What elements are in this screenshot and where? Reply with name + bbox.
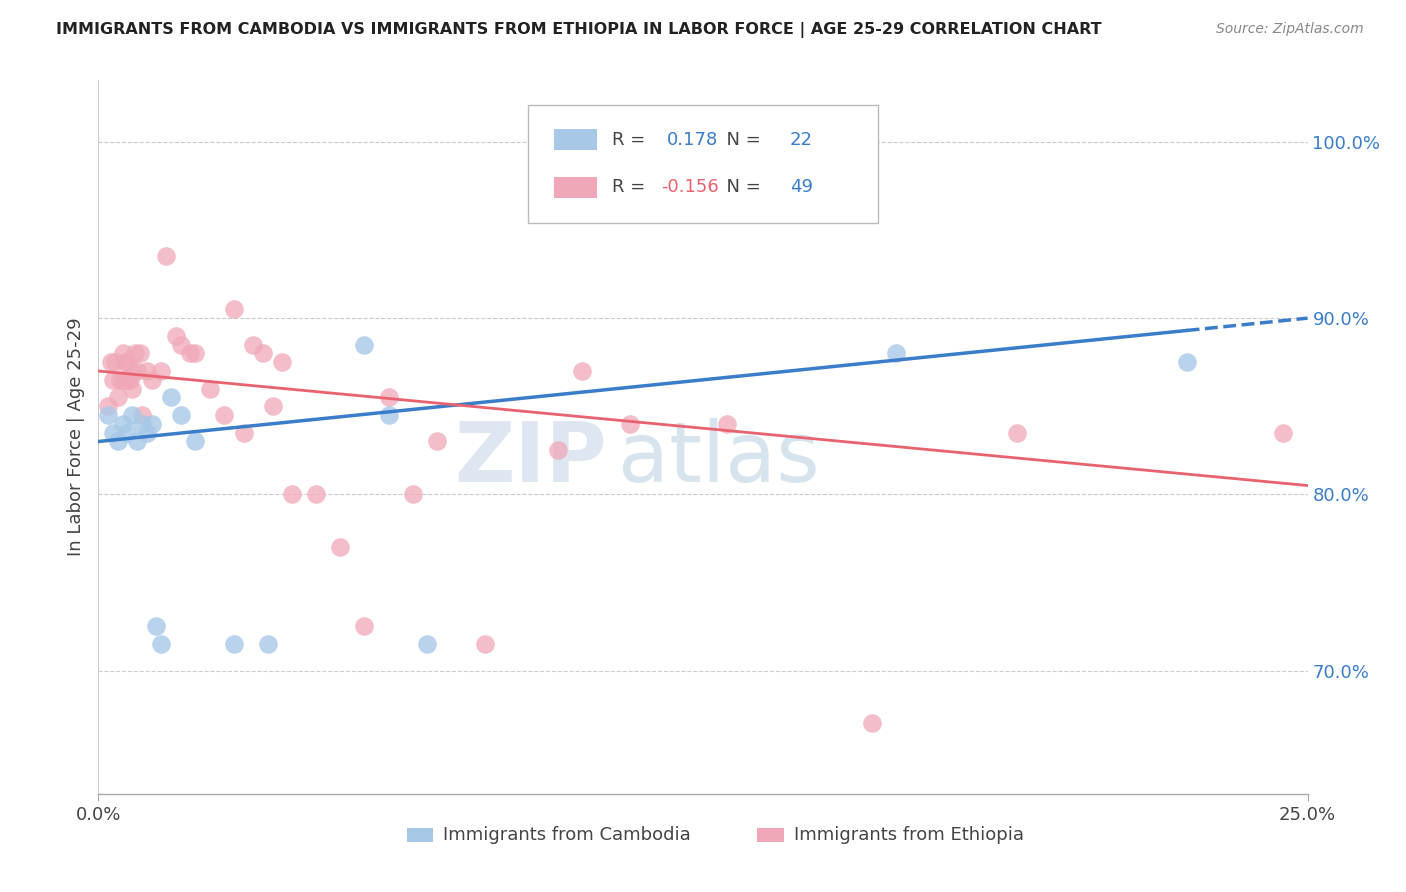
Point <box>145 619 167 633</box>
Point <box>1272 425 1295 440</box>
Point <box>256 637 278 651</box>
Text: R =: R = <box>613 178 651 196</box>
Text: Immigrants from Ethiopia: Immigrants from Ethiopia <box>793 826 1024 844</box>
Text: 49: 49 <box>790 178 813 196</box>
Point <box>150 637 173 651</box>
Point <box>111 346 134 360</box>
Point <box>212 408 235 422</box>
Point <box>169 408 191 422</box>
Point <box>222 637 245 651</box>
Point <box>329 540 352 554</box>
Bar <box>406 828 433 842</box>
Point <box>97 399 120 413</box>
Point <box>198 382 221 396</box>
Text: N =: N = <box>716 178 766 196</box>
Point <box>886 346 908 360</box>
Point <box>114 355 136 369</box>
Bar <box>554 128 596 150</box>
Point <box>1175 355 1198 369</box>
Point <box>121 382 143 396</box>
Point <box>416 637 439 651</box>
Point <box>104 355 127 369</box>
Point <box>377 408 399 422</box>
Point <box>121 408 143 422</box>
Point <box>474 637 496 651</box>
Point <box>127 434 149 449</box>
Point <box>232 425 254 440</box>
Text: N =: N = <box>716 130 766 148</box>
Point <box>222 302 245 317</box>
Point <box>281 487 304 501</box>
FancyBboxPatch shape <box>527 105 879 223</box>
Point <box>107 434 129 449</box>
Point <box>128 346 150 360</box>
Point <box>305 487 328 501</box>
Text: 0.178: 0.178 <box>666 130 718 148</box>
Point <box>160 391 183 405</box>
Text: atlas: atlas <box>619 418 820 499</box>
Point <box>377 391 399 405</box>
Point <box>252 346 274 360</box>
Point <box>242 337 264 351</box>
Point <box>716 417 738 431</box>
Point <box>141 417 163 431</box>
Text: -0.156: -0.156 <box>661 178 718 196</box>
Point <box>165 328 187 343</box>
Point <box>184 346 207 360</box>
Point <box>571 364 593 378</box>
Point <box>101 425 124 440</box>
Point <box>271 355 294 369</box>
Point <box>131 408 153 422</box>
Point <box>155 250 177 264</box>
Point <box>860 716 883 731</box>
Point <box>101 373 124 387</box>
Point <box>111 417 134 431</box>
Point <box>127 364 149 378</box>
Text: R =: R = <box>613 130 651 148</box>
Text: ZIP: ZIP <box>454 418 606 499</box>
Point <box>426 434 449 449</box>
Point <box>262 399 284 413</box>
Text: Source: ZipAtlas.com: Source: ZipAtlas.com <box>1216 22 1364 37</box>
Point <box>135 425 157 440</box>
Point <box>117 355 139 369</box>
Point <box>141 373 163 387</box>
Point <box>118 373 141 387</box>
Point <box>117 373 139 387</box>
Point <box>108 373 131 387</box>
Point <box>150 364 173 378</box>
Point <box>619 417 641 431</box>
Point <box>179 346 201 360</box>
Bar <box>554 177 596 198</box>
Point <box>131 417 153 431</box>
Point <box>111 373 134 387</box>
Bar <box>758 828 785 842</box>
Point <box>117 425 139 440</box>
Point <box>97 408 120 422</box>
Text: 22: 22 <box>790 130 813 148</box>
Point <box>124 346 146 360</box>
Point <box>107 391 129 405</box>
Point <box>547 443 569 458</box>
Point <box>1007 425 1029 440</box>
Point <box>121 364 143 378</box>
Point <box>100 355 122 369</box>
Point <box>353 337 375 351</box>
Text: Immigrants from Cambodia: Immigrants from Cambodia <box>443 826 690 844</box>
Point <box>402 487 425 501</box>
Point <box>135 364 157 378</box>
Text: IMMIGRANTS FROM CAMBODIA VS IMMIGRANTS FROM ETHIOPIA IN LABOR FORCE | AGE 25-29 : IMMIGRANTS FROM CAMBODIA VS IMMIGRANTS F… <box>56 22 1102 38</box>
Point <box>169 337 191 351</box>
Point <box>353 619 375 633</box>
Y-axis label: In Labor Force | Age 25-29: In Labor Force | Age 25-29 <box>66 318 84 557</box>
Point <box>184 434 207 449</box>
